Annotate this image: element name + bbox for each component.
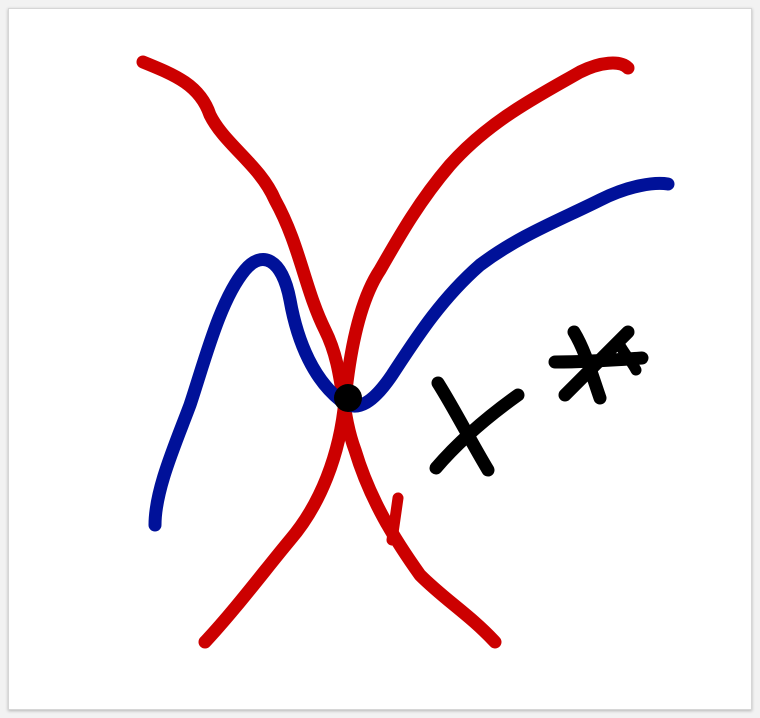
x-symbol: [429, 376, 525, 477]
red-tick: [386, 492, 404, 546]
asterisk-symbol: [548, 325, 649, 405]
red-curve-ascending: [198, 56, 635, 649]
intersection-point: [334, 384, 362, 412]
blue-curve: [148, 176, 675, 532]
red-curve-descending: [136, 55, 502, 649]
